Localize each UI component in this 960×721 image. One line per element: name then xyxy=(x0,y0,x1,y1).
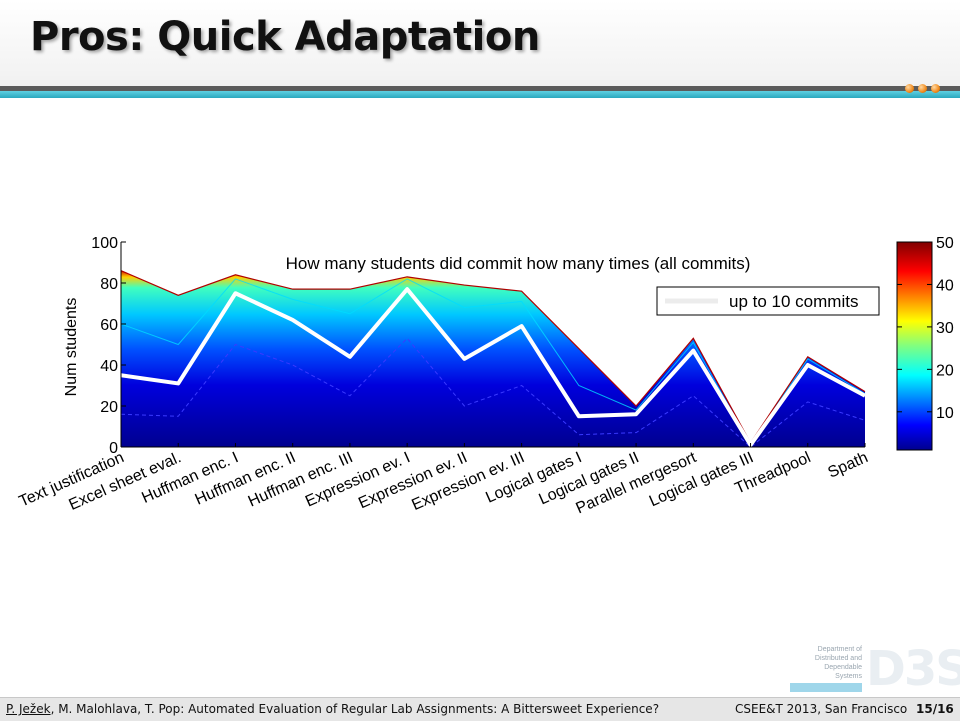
y-tick-label: 20 xyxy=(100,399,118,416)
decorative-dots xyxy=(905,84,940,93)
chart-title: How many students did commit how many ti… xyxy=(286,254,751,273)
slide-title: Pros: Quick Adaptation xyxy=(30,14,540,60)
colorbar: 10 20 30 40 50 xyxy=(897,235,954,450)
colorbar-tick-label: 40 xyxy=(936,277,954,294)
footer-author-link[interactable]: P. Ježek xyxy=(6,702,51,716)
logo-mark: D3S xyxy=(866,641,960,697)
dot-icon xyxy=(905,84,914,93)
y-tick-label: 100 xyxy=(91,235,118,252)
y-tick-label: 40 xyxy=(100,358,118,375)
chart-legend: up to 10 commits xyxy=(657,287,879,315)
x-tick-label: Spath xyxy=(826,449,871,482)
logo-line: Distributed and xyxy=(790,654,862,663)
logo-bar xyxy=(790,683,862,692)
footer-conference: CSEE&T 2013, San Francisco xyxy=(735,702,907,716)
dot-icon xyxy=(931,84,940,93)
y-tick-label: 60 xyxy=(100,317,118,334)
dot-icon xyxy=(918,84,927,93)
footer-citation-rest: , M. Malohlava, T. Pop: Automated Evalua… xyxy=(51,702,660,716)
slide-footer: P. Ježek, M. Malohlava, T. Pop: Automate… xyxy=(0,697,960,721)
d3s-logo: Department of Distributed and Dependable… xyxy=(790,645,955,693)
slide-header: Pros: Quick Adaptation xyxy=(0,0,960,86)
header-accent-bar xyxy=(0,91,960,98)
colorbar-tick-label: 30 xyxy=(936,320,954,337)
page-number: 15/16 xyxy=(916,702,954,716)
legend-entry: up to 10 commits xyxy=(729,292,858,311)
logo-line: Dependable xyxy=(790,663,862,672)
colorbar-tick-label: 20 xyxy=(936,362,954,379)
footer-citation: P. Ježek, M. Malohlava, T. Pop: Automate… xyxy=(6,702,659,716)
logo-line: Department of xyxy=(790,645,862,654)
colorbar-tick-label: 10 xyxy=(936,405,954,422)
logo-line: Systems xyxy=(790,672,862,681)
colorbar-tick-label: 50 xyxy=(936,235,954,252)
logo-text: Department of Distributed and Dependable… xyxy=(790,645,862,681)
y-axis-label: Num students xyxy=(63,298,80,397)
y-tick-label: 80 xyxy=(100,276,118,293)
